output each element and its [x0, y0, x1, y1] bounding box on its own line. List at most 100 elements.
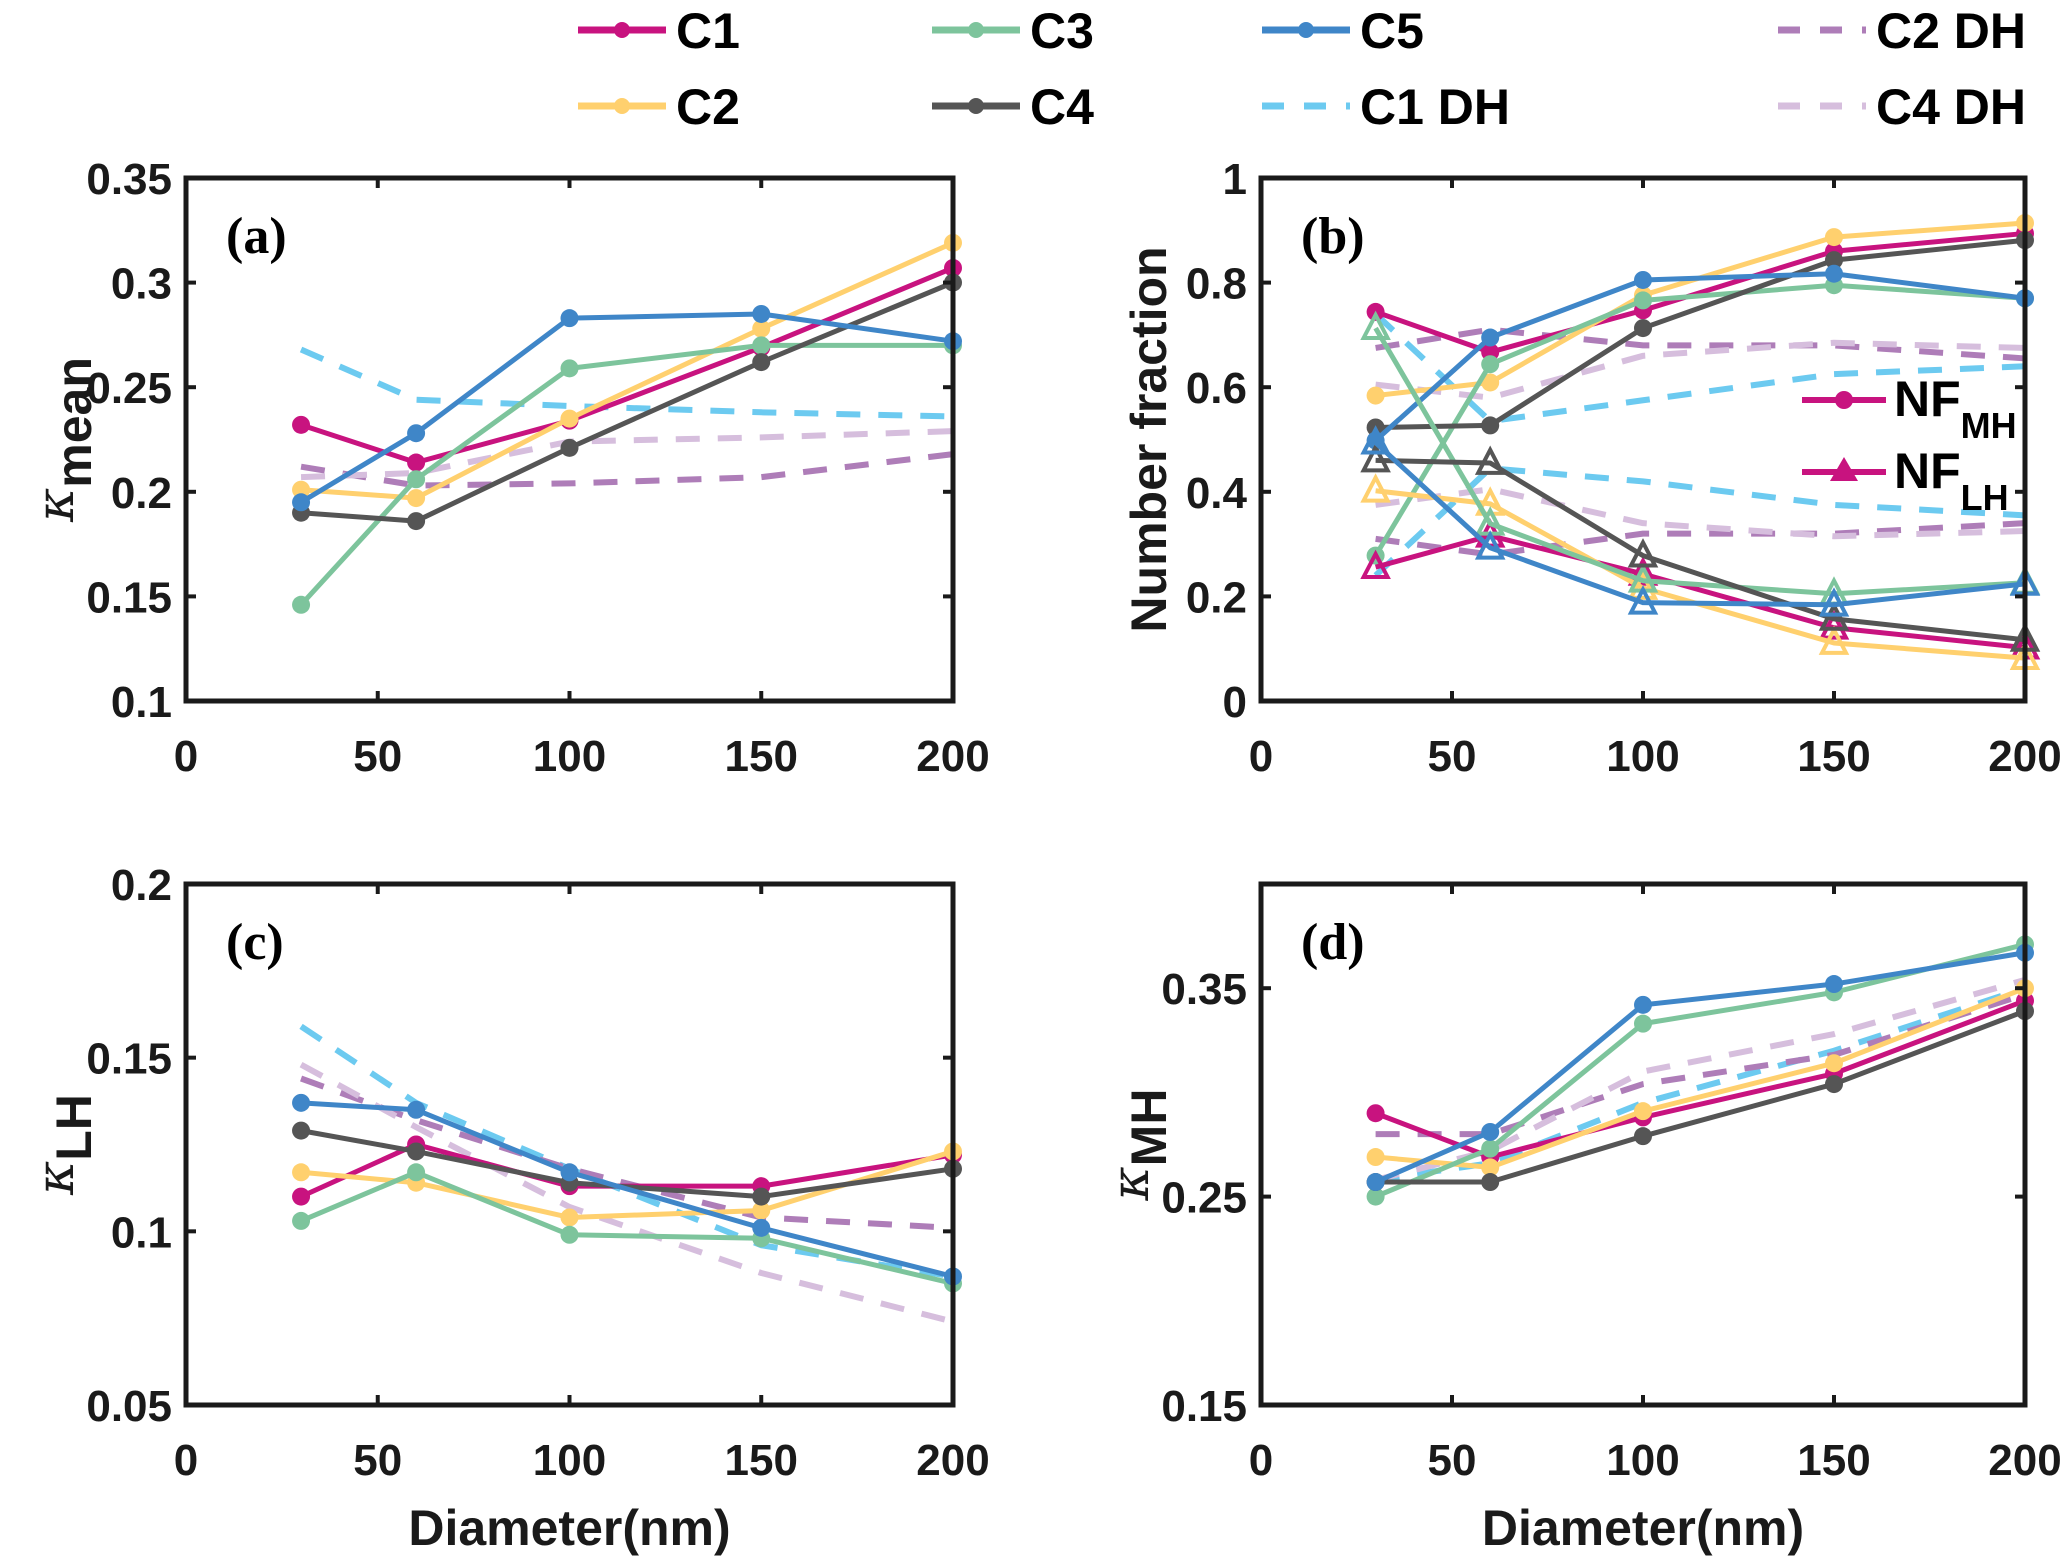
x-tick-label-b-100: 100 — [1606, 732, 1679, 781]
point-c5-30 — [1366, 1173, 1385, 1192]
legend-label-c2: C2 — [676, 79, 740, 135]
y-tick-label-a-0-15: 0.15 — [86, 573, 172, 622]
point-c2-nf-mh-150 — [1825, 228, 1843, 247]
x-tick-label-a-50: 50 — [353, 732, 402, 781]
point-c3-100 — [560, 359, 579, 378]
panel-label-a: (a) — [226, 208, 287, 265]
series-c1-dh-nf-lh — [1373, 465, 2026, 578]
series-c5 — [292, 1093, 962, 1286]
y-tick-label-c-0-05: 0.05 — [86, 1382, 172, 1431]
y-tick-label-d-0-35: 0.35 — [1161, 965, 1247, 1014]
x-tick-label-b-0: 0 — [1249, 732, 1273, 781]
y-tick-label-c-0-2: 0.2 — [111, 861, 172, 910]
point-c4-150 — [1825, 1075, 1843, 1094]
point-c2-150 — [1825, 1054, 1843, 1073]
point-c5-60 — [407, 1100, 426, 1119]
panel-label-c: (c) — [226, 914, 284, 971]
series-line-c2-dh — [300, 451, 954, 489]
point-c5-150 — [752, 304, 771, 323]
series-c3 — [292, 336, 962, 614]
legend-label-c4-dh: C4 DH — [1876, 79, 2026, 135]
series-line-c2-dh-nf-lh — [1375, 520, 2026, 558]
legend-marker-c5 — [1298, 22, 1314, 38]
series-line-c2-dh — [1375, 991, 2026, 1138]
point-c1-30 — [292, 415, 311, 434]
series-c5 — [292, 304, 962, 512]
y-tick-label-b-0-2: 0.2 — [1186, 573, 1247, 622]
legend-label-c3: C3 — [1030, 3, 1094, 59]
legend-item-c4: C4 — [932, 79, 1094, 135]
point-c2-100 — [560, 409, 579, 428]
point-c5-nf-lh-30 — [1360, 425, 1391, 455]
point-c4-nf-mh-100 — [1634, 319, 1652, 338]
point-c3-60 — [407, 470, 426, 489]
series-line-c5 — [1374, 950, 2026, 1185]
point-c3-100 — [1634, 1014, 1652, 1033]
panel-a: 0 50 100 150 200 0.1 0.15 0.2 0.25 0.3 0.35 (a) κmea… — [26, 155, 990, 781]
point-c2-nf-mh-60 — [1481, 373, 1500, 392]
legend-item-c3: C3 — [932, 3, 1094, 59]
point-c2-30 — [1366, 1148, 1385, 1167]
x-axis-label-d: Diameter(nm) — [1482, 1500, 1804, 1556]
series-c2-dh-nf-lh — [1375, 520, 2026, 558]
point-c3-100 — [560, 1225, 579, 1244]
legend-item-c1-dh: C1 DH — [1262, 79, 1510, 135]
point-c4-150 — [752, 1187, 771, 1206]
series-line-c5 — [300, 1100, 954, 1279]
panel-label-b: (b) — [1301, 208, 1365, 265]
series-line-c4-nf-lh — [1375, 457, 2026, 643]
x-axis-label-c: Diameter(nm) — [408, 1500, 730, 1556]
point-c3-150 — [752, 336, 771, 355]
point-c5-100 — [560, 1163, 579, 1182]
y-tick-label-c-0-1: 0.1 — [111, 1208, 172, 1257]
point-c2-60 — [407, 489, 426, 508]
point-c5-30 — [292, 493, 311, 512]
series-line-c2 — [300, 240, 955, 501]
point-c3-30 — [1366, 1187, 1385, 1206]
point-c5-60 — [1481, 1122, 1500, 1141]
point-c2-nf-mh-30 — [1366, 386, 1385, 405]
x-tick-label-d-0: 0 — [1249, 1436, 1273, 1485]
series-c2-dh-nf-mh — [1375, 326, 2026, 362]
point-c5-30 — [292, 1093, 311, 1112]
series-c4-nf-mh — [1366, 231, 2034, 437]
point-c4-60 — [407, 1142, 426, 1161]
plot-area-b — [1360, 213, 2041, 671]
y-tick-label-a-0-35: 0.35 — [86, 155, 172, 204]
point-c5-60 — [407, 424, 426, 443]
series-c4-dh — [300, 428, 954, 481]
point-c5-nf-lh-150 — [1818, 587, 1850, 617]
series-line-c4-dh-nf-lh — [1375, 486, 2026, 540]
x-tick-label-d-100: 100 — [1606, 1436, 1679, 1485]
panel-d: 0 50 100 150 200 0.15 0.25 0.35 (d) κMH Diameter(n… — [1101, 881, 2062, 1556]
point-c3-nf-mh-100 — [1634, 291, 1652, 310]
legend-marker-c1 — [614, 22, 630, 38]
series-line-c4-dh — [300, 428, 954, 481]
panels: 0 50 100 150 2000.10.150.20.250.30.35(a)κmea… — [26, 155, 2062, 1556]
legend-label-c2-dh: C2 DH — [1876, 3, 2026, 59]
y-tick-label-b-0-8: 0.8 — [1186, 260, 1247, 309]
y-tick-label-a-0-3: 0.3 — [111, 260, 172, 309]
y-tick-label-d-0-25: 0.25 — [1161, 1174, 1247, 1223]
x-tick-label-a-200: 200 — [916, 732, 989, 781]
legend-label-c4: C4 — [1030, 79, 1094, 135]
y-tick-label-a-0-1: 0.1 — [111, 678, 172, 727]
point-c2-nf-lh-100 — [1627, 570, 1659, 600]
y-axis-label-d: κMH — [1101, 1089, 1177, 1202]
series-c4 — [1366, 1002, 2034, 1192]
point-c5-nf-mh-60 — [1481, 328, 1500, 347]
point-c5-100 — [560, 309, 579, 328]
x-tick-label-c-50: 50 — [353, 1436, 402, 1485]
inner-legend-item-nf-mh: NFMH — [1802, 371, 2017, 446]
x-tick-label-c-0: 0 — [174, 1436, 198, 1485]
point-c3-60 — [1481, 1139, 1500, 1158]
point-c1-30 — [292, 1187, 311, 1206]
x-tick-label-b-150: 150 — [1797, 732, 1870, 781]
y-tick-label-a-0-2: 0.2 — [111, 469, 172, 518]
x-tick-label-c-150: 150 — [725, 1436, 798, 1485]
panel-c: 0 50 100 150 200 0.05 0.1 0.15 0.2 (c) κLH Diameter… — [26, 861, 990, 1556]
series-line-c1-dh-nf-lh — [1373, 465, 2026, 578]
plot-area-c — [292, 1023, 962, 1325]
